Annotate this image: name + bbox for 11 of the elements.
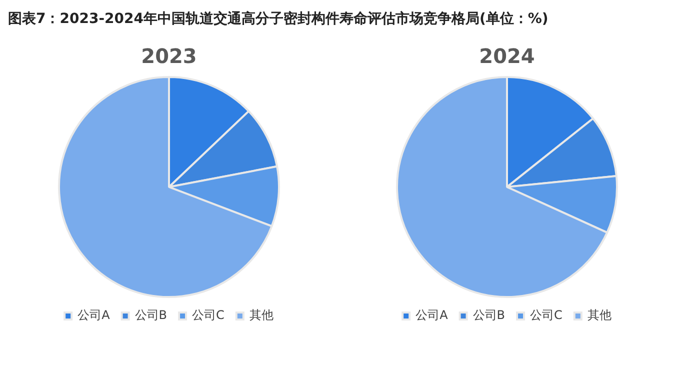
legend-label: 公司A: [416, 308, 449, 322]
legend-label: 公司A: [78, 308, 111, 322]
text: 图表7：2023-2024年中国轨道交通高分子密封构件寿命评估市场竞争格局(单位：%): [7, 10, 550, 28]
legend-label: 公司C: [530, 308, 562, 322]
chart-title: 2024: [479, 44, 535, 68]
legend-label: 其他: [249, 308, 274, 322]
legend-label: 其他: [587, 308, 612, 322]
chart-title: 2023: [141, 44, 197, 68]
legend-label: 公司B: [134, 308, 168, 322]
legend-label: 公司C: [192, 308, 224, 322]
legend-label: 公司B: [472, 308, 506, 322]
